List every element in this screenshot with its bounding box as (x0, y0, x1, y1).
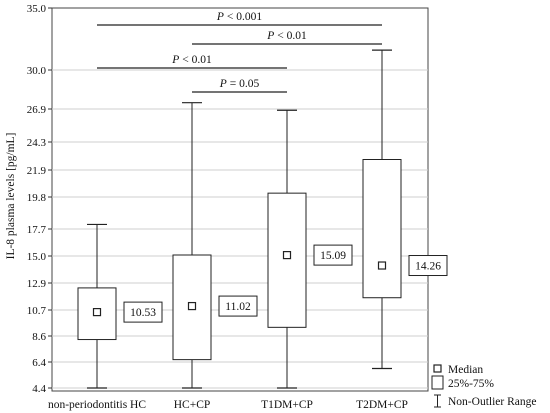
median-marker (377, 261, 387, 270)
x-category-label: HC+CP (174, 399, 211, 411)
y-tick-label: 8.6 (32, 331, 46, 343)
y-tick-label: 35.0 (27, 3, 47, 15)
legend-item-label: Median (448, 364, 483, 376)
box-series: 10.53 11.02 15.09 14.26 (77, 49, 448, 389)
y-tick-label: 4.4 (32, 383, 46, 395)
x-category-label: T1DM+CP (261, 399, 313, 411)
y-tick-label: 26.9 (27, 104, 47, 116)
legend-box-symbol (431, 375, 444, 390)
y-tick-labels: 35.0 30.0 26.9 24.3 21.9 19.8 17.7 15.0 12.9 10.7… (27, 3, 52, 395)
median-value-box (123, 301, 163, 323)
y-tick-label: 15.0 (27, 251, 47, 263)
x-category-labels: non-periodontitis HC HC+CP T1DM+CP T2DM+CP (48, 399, 408, 411)
significance-label: P < 0.01 (266, 30, 307, 42)
x-category-label: T2DM+CP (356, 399, 408, 411)
median-value-box (218, 295, 258, 317)
y-tick-label: 6.4 (32, 357, 46, 369)
y-tick-label: 24.3 (27, 137, 47, 149)
legend: Median 25%-75% Non-Outlier Range (431, 364, 536, 408)
median-value-label: 11.02 (225, 301, 251, 313)
x-category-label: non-periodontitis HC (48, 399, 146, 411)
significance-brackets: P < 0.001 P < 0.01 P < 0.01 P = 0.05 (97, 11, 382, 93)
median-value-box (313, 244, 353, 266)
median-value-box (408, 255, 448, 277)
median-marker (187, 301, 197, 311)
y-tick-label: 17.7 (27, 224, 47, 236)
iqr-box (362, 159, 402, 299)
legend-item-label: Non-Outlier Range (448, 396, 536, 408)
median-value-label: 10.53 (130, 307, 156, 319)
median-value-label: 14.26 (415, 261, 441, 273)
y-axis-title: IL-8 plasma levels [pg/mL] (5, 133, 17, 260)
significance-label: P = 0.05 (219, 78, 260, 90)
y-tick-label: 30.0 (27, 65, 47, 77)
significance-label: P < 0.01 (171, 54, 212, 66)
y-tick-label: 19.8 (27, 192, 47, 204)
median-marker (92, 308, 102, 317)
median-value-label: 15.09 (320, 250, 346, 262)
y-tick-label: 21.9 (27, 165, 47, 177)
y-tick-label: 12.9 (27, 278, 47, 290)
median-marker (282, 251, 292, 260)
legend-median-symbol (433, 364, 442, 373)
iqr-box (267, 192, 307, 328)
y-tick-label: 10.7 (27, 305, 47, 317)
significance-label: P < 0.001 (216, 11, 262, 23)
legend-item-label: 25%-75% (448, 378, 494, 390)
